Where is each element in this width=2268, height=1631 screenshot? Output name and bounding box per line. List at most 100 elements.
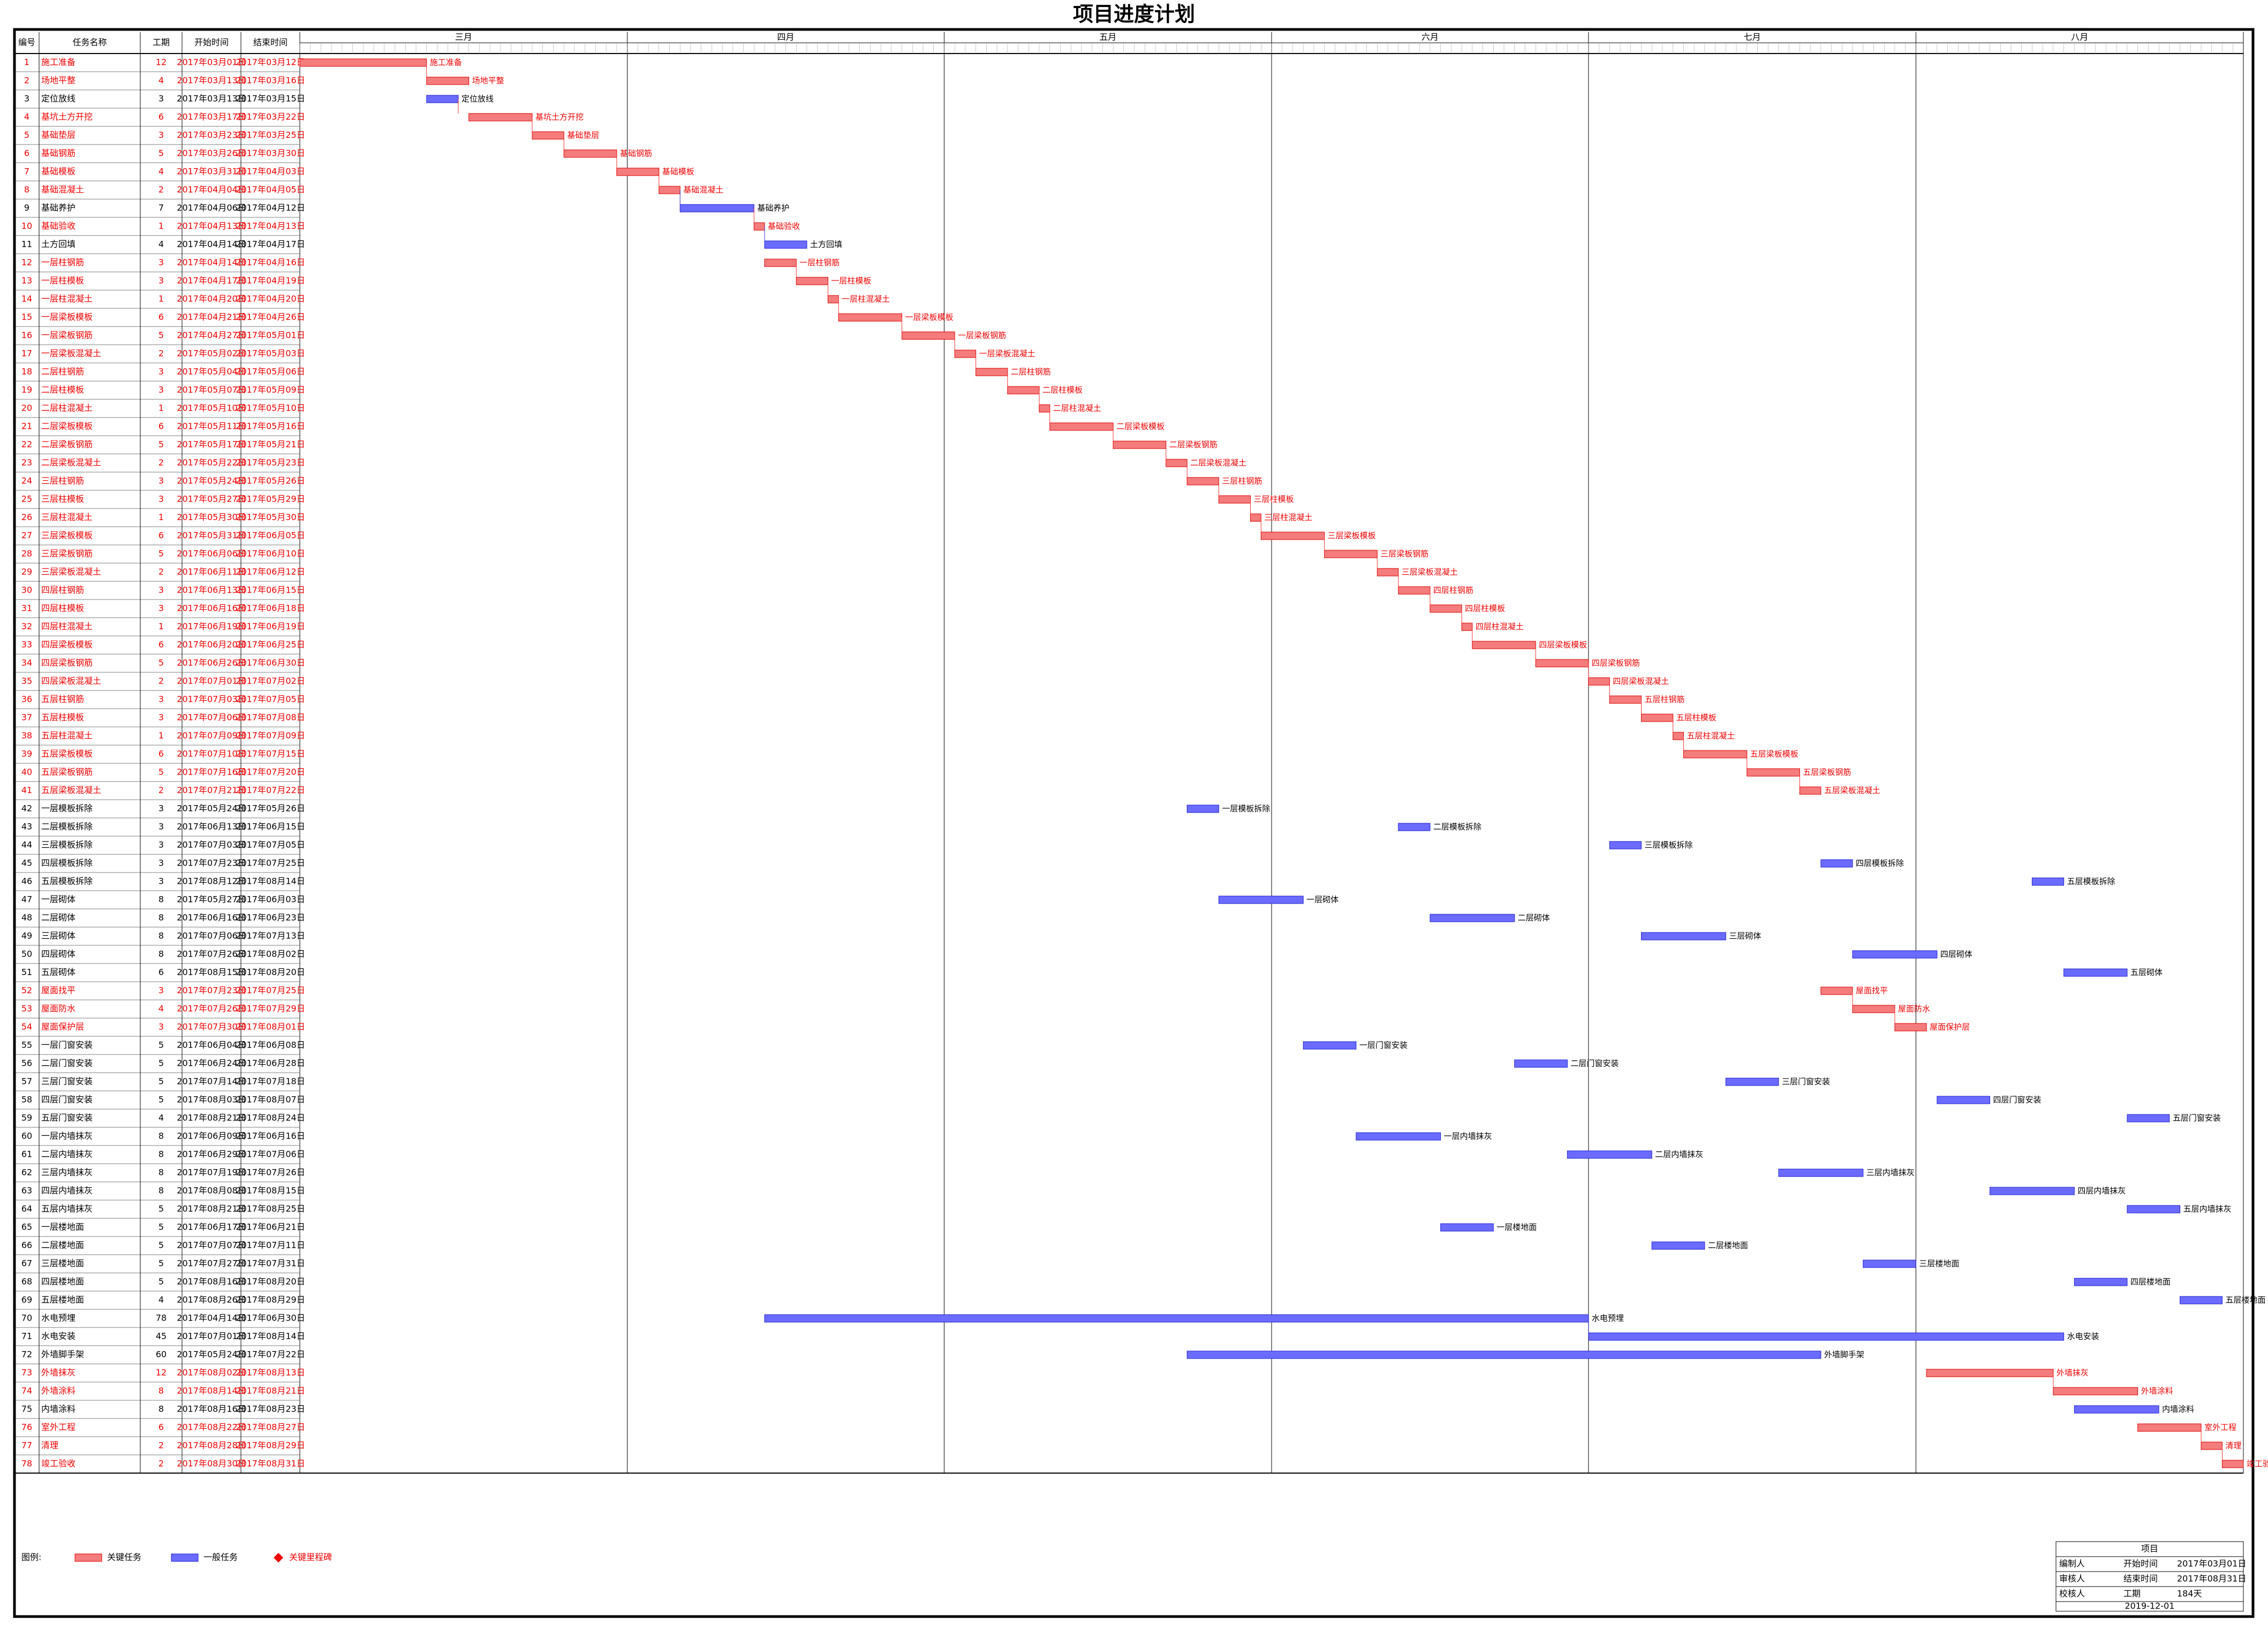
cell: 5 [158, 549, 164, 559]
cell: 五层梁板模板 [41, 749, 93, 759]
cell: 2017年04月06日 [177, 203, 246, 213]
bar-label: 一层梁板混凝土 [979, 349, 1035, 359]
cell: 27 [21, 530, 32, 541]
cell: 四层柱混凝土 [41, 621, 93, 632]
bar-label: 三层砌体 [1729, 931, 1761, 941]
cell: 70 [21, 1313, 32, 1323]
month-label: 五月 [1099, 32, 1116, 42]
cell: 8 [24, 185, 29, 195]
cell: 2017年08月16日 [177, 1404, 246, 1414]
footer-cell: 2017年08月31日 [2177, 1574, 2246, 1584]
bar-label: 二层梁板混凝土 [1190, 458, 1246, 468]
cell: 2017年05月24日 [177, 476, 246, 486]
cell: 2017年07月22日 [236, 785, 305, 795]
bar-label: 五层梁板模板 [1750, 749, 1798, 759]
cell: 2017年07月26日 [177, 1004, 246, 1014]
cell: 32 [21, 621, 32, 632]
cell: 53 [21, 1004, 32, 1014]
cell: 2017年07月31日 [236, 1258, 305, 1269]
bar-label: 内墙涂料 [2162, 1405, 2194, 1414]
cell: 2017年08月02日 [236, 949, 305, 959]
cell: 水电安装 [41, 1331, 75, 1341]
cell: 69 [21, 1295, 32, 1305]
cell: 三层柱混凝土 [41, 512, 93, 522]
cell: 2017年07月26日 [177, 949, 246, 959]
cell: 44 [21, 840, 32, 850]
cell: 2017年05月07日 [177, 385, 246, 395]
cell: 一层梁板模板 [41, 312, 93, 322]
cell: 2017年06月23日 [236, 913, 305, 923]
bar-label: 五层模板拆除 [2067, 877, 2115, 886]
cell: 2017年06月06日 [177, 549, 246, 559]
cell: 18 [21, 367, 32, 377]
cell: 2017年06月16日 [177, 603, 246, 613]
cell: 3 [158, 840, 164, 850]
cell: 屋面防水 [41, 1004, 75, 1014]
bar-label: 基础模板 [662, 167, 694, 177]
cell: 1 [24, 57, 29, 67]
cell: 2017年08月16日 [177, 1277, 246, 1287]
cell: 三层门窗安装 [41, 1076, 93, 1087]
bar-label: 场地平整 [472, 76, 504, 86]
footer-date: 2019-12-01 [2125, 1601, 2175, 1611]
task-bar [1303, 1041, 1357, 1050]
footer-cell: 开始时间 [2123, 1559, 2158, 1569]
cell: 71 [21, 1331, 32, 1341]
cell: 6 [158, 312, 164, 322]
cell: 68 [21, 1277, 32, 1287]
cell: 76 [21, 1422, 32, 1432]
cell: 2017年07月10日 [177, 749, 246, 759]
footer-cell: 工期 [2123, 1589, 2141, 1599]
cell: 2017年05月03日 [236, 348, 305, 359]
cell: 6 [158, 749, 164, 759]
cell: 5 [158, 1040, 164, 1050]
task-bar [1990, 1187, 2075, 1195]
cell: 8 [158, 1167, 164, 1178]
title: 项目进度计划 [1073, 2, 1195, 26]
task-bar [1398, 823, 1431, 831]
task-bar [976, 368, 1008, 376]
cell: 6 [24, 148, 29, 158]
cell: 42 [21, 803, 32, 814]
cell: 3 [158, 130, 164, 140]
cell: 10 [21, 221, 32, 231]
cell: 四层内墙抹灰 [41, 1186, 93, 1196]
cell: 2017年05月22日 [177, 458, 246, 468]
cell: 2017年03月16日 [236, 75, 305, 86]
cell: 基坑土方开挖 [41, 112, 93, 122]
cell: 8 [158, 894, 164, 905]
task-bar [426, 77, 470, 85]
bar-label: 四层梁板混凝土 [1613, 677, 1669, 686]
cell: 5 [158, 1258, 164, 1269]
bar-label: 三层梁板模板 [1328, 531, 1376, 541]
bar-label: 一层内墙抹灰 [1444, 1132, 1492, 1141]
cell: 5 [158, 439, 164, 450]
task-bar [1820, 859, 1853, 868]
cell: 5 [158, 767, 164, 777]
bar-label: 水电安装 [2067, 1332, 2099, 1341]
cell: 2017年06月11日 [177, 567, 246, 577]
cell: 三层内墙抹灰 [41, 1167, 93, 1178]
cell: 2017年06月15日 [236, 822, 305, 832]
task-bar [1567, 1150, 1652, 1159]
cell: 二层楼地面 [41, 1240, 84, 1250]
cell: 屋面保护层 [41, 1022, 84, 1032]
cell: 2017年06月19日 [236, 621, 305, 632]
cell: 74 [21, 1386, 32, 1396]
bar-label: 四层柱钢筋 [1433, 586, 1473, 595]
month-label: 七月 [1744, 32, 1761, 42]
cell: 2017年06月13日 [177, 585, 246, 595]
cell: 2017年04月20日 [177, 294, 246, 304]
cell: 1 [158, 512, 164, 522]
cell: 2017年06月16日 [236, 1131, 305, 1141]
bar-label: 施工准备 [430, 58, 462, 67]
bar-label: 一层砌体 [1306, 895, 1339, 905]
cell: 五层梁板钢筋 [41, 767, 93, 777]
bar-label: 五层内墙抹灰 [2183, 1204, 2232, 1214]
cell: 2017年08月27日 [236, 1422, 305, 1432]
bar-label: 四层柱模板 [1465, 604, 1505, 613]
task-bar [1430, 914, 1515, 922]
cell: 2017年07月05日 [236, 840, 305, 850]
cell: 2017年05月24日 [177, 1349, 246, 1360]
